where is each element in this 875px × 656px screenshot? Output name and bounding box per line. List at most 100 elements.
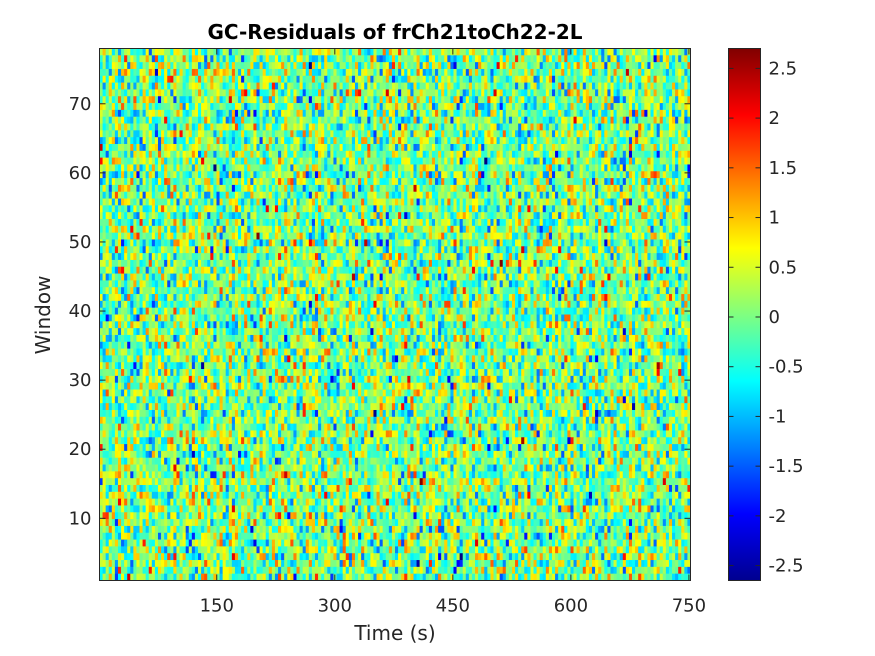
heat-cell (250, 212, 254, 220)
heat-cell (348, 48, 353, 56)
heat-cell (592, 219, 596, 227)
heat-cell (250, 191, 254, 199)
heat-cell (376, 191, 381, 199)
heat-cell (453, 212, 457, 220)
heat-cell (428, 116, 433, 124)
heat-cell (185, 150, 190, 159)
heat-cell (121, 143, 125, 152)
heat-cell (681, 130, 685, 138)
heat-cell (536, 212, 541, 220)
heat-cell (228, 103, 233, 111)
heat-cell (281, 62, 285, 70)
heat-cell (395, 157, 399, 165)
heat-cell (256, 123, 260, 131)
heat-cell (225, 150, 230, 159)
heat-cell (308, 184, 313, 193)
heat-cell (117, 205, 122, 213)
heat-cell (290, 137, 294, 145)
heat-cell (684, 103, 688, 111)
heat-cell (647, 55, 651, 63)
heat-cell (121, 150, 125, 159)
heat-cell (388, 150, 393, 159)
heat-cell (598, 137, 602, 145)
heat-cell (164, 48, 168, 56)
heat-cell (238, 164, 242, 172)
heat-cell (628, 205, 633, 213)
heat-cell (204, 75, 208, 83)
heat-cell (521, 75, 525, 83)
heat-cell (422, 191, 427, 199)
heat-cell (675, 205, 679, 213)
heat-cell (262, 219, 267, 227)
heat-cell (198, 48, 202, 56)
heat-cell (142, 130, 147, 138)
heat-cell (105, 130, 110, 138)
heat-cell (164, 75, 168, 83)
heat-cell (284, 75, 288, 83)
heat-cell (302, 157, 307, 165)
heat-cell (99, 123, 103, 131)
heat-cell (382, 75, 387, 83)
heat-cell (644, 184, 648, 193)
heat-cell (148, 143, 153, 152)
heat-cell (471, 89, 476, 97)
heat-cell (157, 62, 162, 70)
heat-cell (284, 205, 288, 213)
heat-cell (127, 116, 131, 124)
heat-cell (478, 157, 482, 165)
heat-cell (425, 198, 430, 206)
heat-cell (459, 184, 464, 193)
heat-cell (327, 62, 331, 70)
heat-cell (339, 184, 344, 193)
heat-cell (493, 143, 497, 152)
heat-cell (548, 55, 553, 63)
heat-cell (324, 62, 328, 70)
heat-cell (585, 103, 590, 111)
heat-cell (628, 82, 633, 90)
heat-cell (668, 164, 673, 172)
heat-cell (105, 75, 110, 83)
heat-cell (342, 68, 347, 77)
heat-cell (475, 48, 479, 56)
heat-cell (401, 89, 405, 97)
heat-cell (299, 55, 304, 63)
heat-cell (425, 184, 430, 193)
heat-cell (382, 143, 387, 152)
heat-cell (558, 157, 562, 165)
heat-cell (99, 68, 103, 77)
heat-cell (145, 62, 150, 70)
heat-cell (542, 103, 547, 111)
heat-cell (330, 198, 334, 206)
heat-cell (379, 123, 384, 131)
heat-cell (148, 164, 153, 172)
heat-cell (567, 191, 571, 199)
heat-cell (234, 48, 239, 56)
heat-cell (539, 89, 544, 97)
heat-cell (641, 55, 645, 63)
heat-cell (441, 205, 445, 213)
heat-cell (419, 137, 424, 145)
heat-cell (121, 164, 125, 172)
heat-cell (496, 96, 501, 104)
heat-cell (653, 150, 658, 159)
heat-cell (518, 191, 522, 199)
heat-cell (216, 130, 220, 138)
heat-cell (358, 219, 362, 227)
heat-cell (231, 82, 236, 90)
heat-cell (490, 157, 494, 165)
heat-cell (157, 171, 162, 179)
heat-cell (382, 55, 387, 63)
heat-cell (253, 96, 257, 104)
heat-cell (114, 75, 119, 83)
heat-cell (410, 143, 414, 152)
heat-cell (539, 205, 544, 213)
heat-cell (271, 82, 276, 90)
heat-cell (573, 82, 578, 90)
heat-cell (410, 103, 414, 111)
heat-cell (425, 164, 430, 172)
heat-cell (256, 55, 260, 63)
heat-cell (607, 157, 611, 165)
heat-cell (367, 75, 371, 83)
heat-cell (253, 109, 257, 118)
heat-cell (548, 96, 553, 104)
